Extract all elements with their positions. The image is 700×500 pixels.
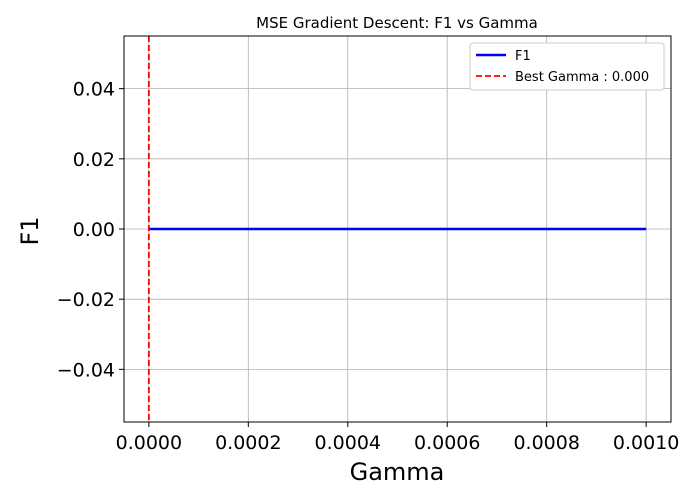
- y-tick-label: −0.04: [57, 359, 115, 381]
- x-tick-label: 0.0010: [613, 432, 679, 454]
- x-axis-label: Gamma: [350, 458, 445, 486]
- y-tick-label: −0.02: [57, 289, 115, 311]
- x-tick-label: 0.0004: [315, 432, 381, 454]
- y-tick-label: 0.02: [73, 149, 115, 171]
- y-tick-label: 0.00: [73, 219, 115, 241]
- x-tick-label: 0.0002: [215, 432, 281, 454]
- chart-title: MSE Gradient Descent: F1 vs Gamma: [256, 14, 538, 32]
- x-tick-label: 0.0000: [116, 432, 182, 454]
- legend-f1-label: F1: [515, 49, 531, 64]
- plot-area: [147, 36, 647, 422]
- y-tick-label: 0.04: [73, 79, 115, 101]
- x-tick-label: 0.0006: [414, 432, 480, 454]
- x-axis: 0.0000 0.0002 0.0004 0.0006 0.0008 0.0010: [116, 422, 679, 454]
- legend: F1 Best Gamma : 0.000: [469, 42, 665, 91]
- y-axis-label: F1: [16, 216, 44, 245]
- y-axis: 0.04 0.02 0.00 −0.02 −0.04: [57, 79, 124, 381]
- x-tick-label: 0.0008: [513, 432, 579, 454]
- legend-best-gamma-label: Best Gamma : 0.000: [515, 70, 649, 85]
- legend-box: [469, 42, 665, 91]
